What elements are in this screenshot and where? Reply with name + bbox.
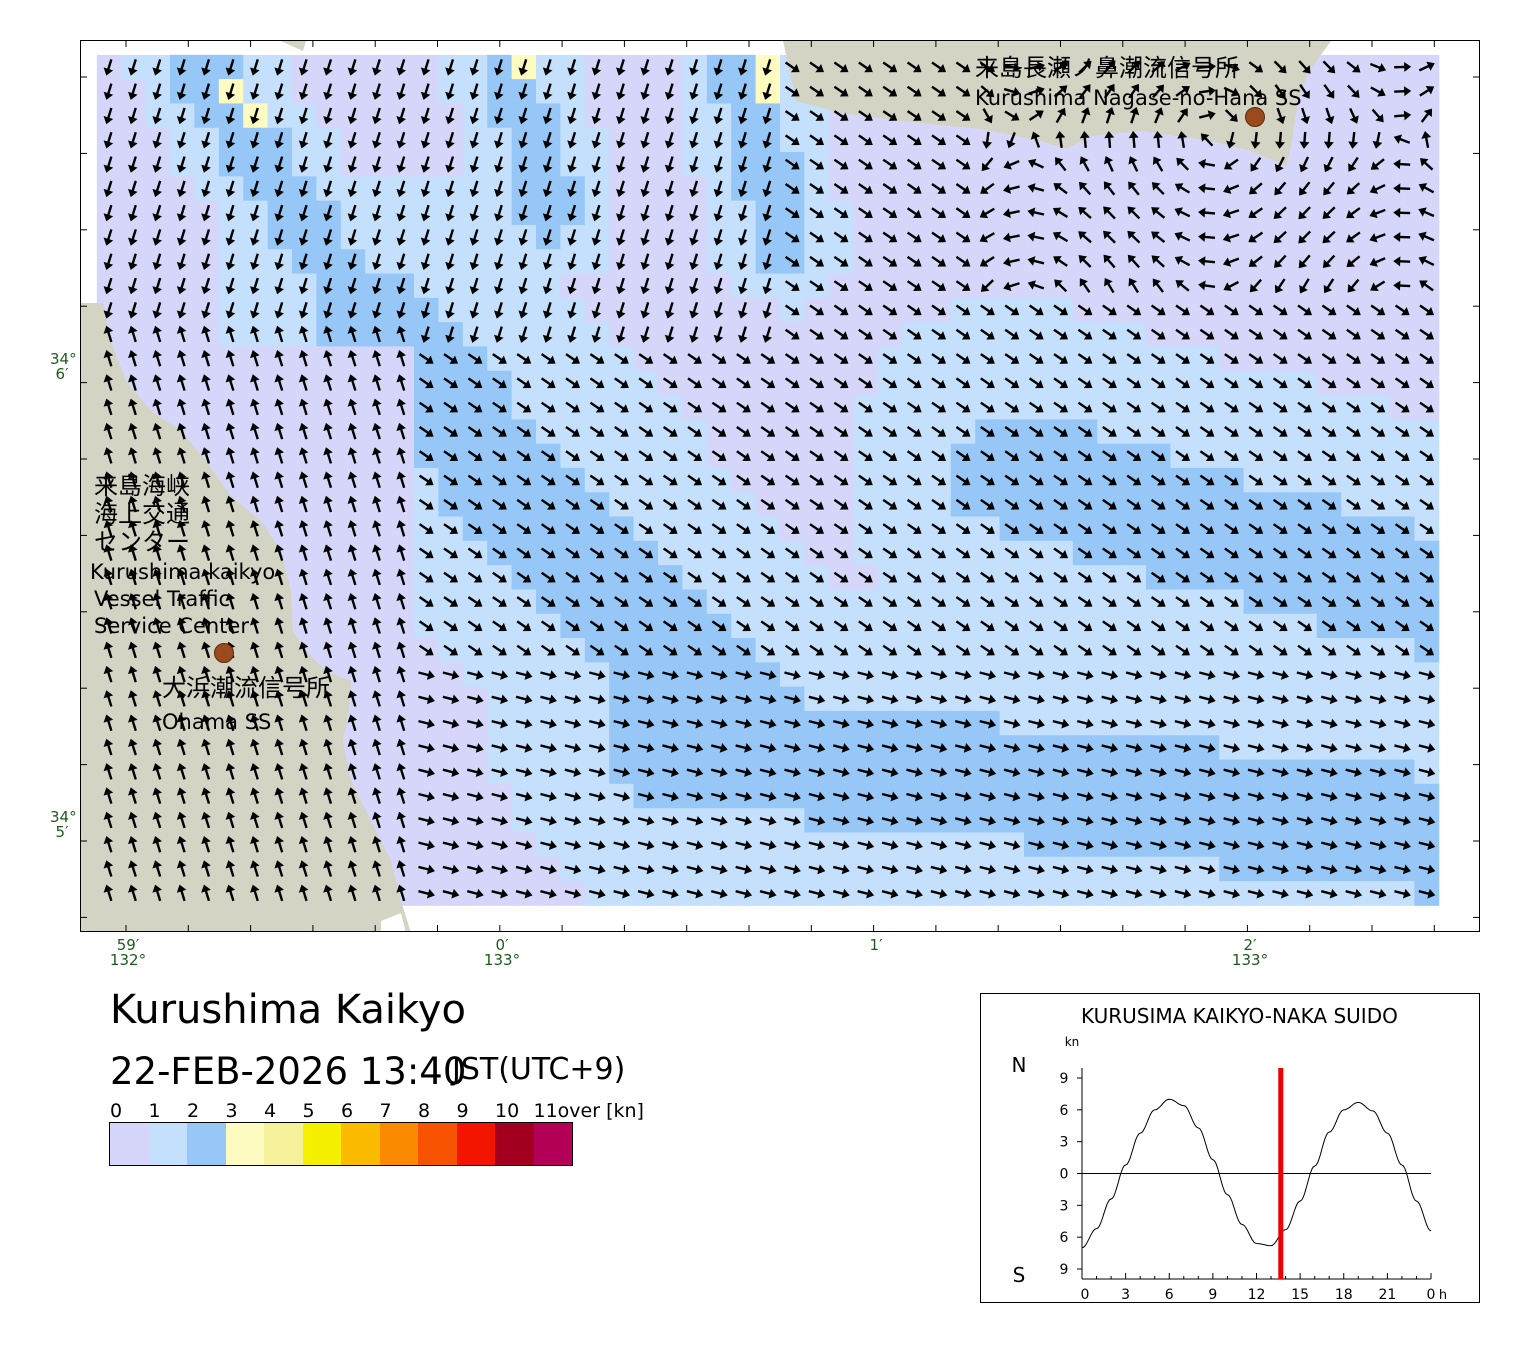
x-tick-label: 0: [1081, 1287, 1090, 1303]
y-tick-label: 3: [1060, 1135, 1069, 1151]
tide-graph: KURUSIMA KAIKYO-NAKA SUIDO 9 6 3 0 3 6 9 0 3 6 9 12…: [980, 993, 1480, 1303]
x-unit-label: h: [1439, 1288, 1447, 1303]
vts-label-jp: センター: [94, 528, 190, 556]
legend-colorbar: [109, 1122, 573, 1166]
legend-swatch: [418, 1123, 457, 1165]
lat-label: 34° 5′: [50, 808, 77, 841]
lon-label: 1′: [869, 936, 883, 954]
station-marker-ohama[interactable]: [214, 643, 234, 663]
station-label-jp: 大浜潮流信号所: [162, 674, 330, 702]
station-label-en: Ohama SS: [162, 710, 272, 734]
legend-swatch: [341, 1123, 380, 1165]
legend-swatch: [110, 1123, 149, 1165]
station-label-jp: 来島長瀬ノ鼻潮流信号所: [975, 54, 1239, 82]
vts-label-en: Service Center: [94, 614, 249, 638]
legend-label: 6: [341, 1100, 354, 1122]
y-tick-label: 9: [1060, 1071, 1069, 1087]
timezone: JST(UTC+9): [452, 1052, 626, 1087]
x-tick-label: 18: [1335, 1287, 1353, 1303]
x-tick-label: 15: [1291, 1287, 1309, 1303]
y-tick-label: 0: [1060, 1167, 1069, 1183]
lon-label: 59′ 132°: [109, 936, 147, 969]
legend-label: 4: [264, 1100, 277, 1122]
x-tick-label: 21: [1378, 1287, 1396, 1303]
legend-swatch: [456, 1123, 495, 1165]
y-tick-label: 6: [1060, 1103, 1069, 1119]
legend-label: 5: [302, 1100, 315, 1122]
x-tick-label: 3: [1121, 1287, 1130, 1303]
legend-label: 3: [225, 1100, 238, 1122]
x-tick-label: 9: [1208, 1287, 1217, 1303]
legend-swatch: [264, 1123, 303, 1165]
station-marker-nagase[interactable]: [1245, 107, 1265, 127]
legend-label: 2: [187, 1100, 200, 1122]
datetime: 22-FEB-2026 13:40: [110, 1050, 467, 1093]
legend-label: 0: [110, 1100, 123, 1122]
place-name: Kurushima Kaikyo: [110, 987, 466, 1033]
lon-label: 2′ 133°: [1231, 936, 1269, 969]
y-tick-label: 3: [1060, 1198, 1069, 1214]
legend-swatch: [225, 1123, 264, 1165]
current-map: [80, 40, 1480, 932]
y-tick-label: 9: [1060, 1262, 1069, 1278]
vts-label-en: Vessel Traffic: [94, 587, 231, 611]
legend-swatch: [187, 1123, 226, 1165]
x-tick-label: 12: [1248, 1287, 1266, 1303]
legend-label: 8: [418, 1100, 431, 1122]
legend-label: 7: [379, 1100, 392, 1122]
lon-label: 0′ 133°: [483, 936, 521, 969]
y-tick-label: 6: [1060, 1230, 1069, 1246]
current-map-canvas: [81, 41, 1479, 931]
legend-label: 1: [148, 1100, 161, 1122]
station-label-en: Kurushima Nagase-no-Hana SS: [975, 86, 1302, 110]
land-islet: [281, 41, 306, 51]
legend-label: 9: [456, 1100, 469, 1122]
x-tick-label: 0: [1427, 1287, 1436, 1303]
vts-label-en: Kurushima kaikyo: [90, 560, 276, 584]
y-unit-label: kn: [1065, 1035, 1080, 1049]
x-tick-label: 6: [1165, 1287, 1174, 1303]
legend-swatch: [148, 1123, 187, 1165]
vts-label-jp: 来島海峡: [94, 472, 190, 500]
lat-label: 34° 6′: [50, 350, 77, 383]
legend-swatch: [533, 1123, 572, 1165]
title-area: Kurushima Kaikyo 22-FEB-2026 13:40 JST(U…: [110, 987, 625, 1093]
south-label: S: [1013, 1263, 1026, 1287]
vts-label-jp: 海上交通: [94, 500, 190, 528]
north-label: N: [1012, 1053, 1027, 1077]
legend-labels: 0 1 2 3 4 5 6 7 8 9 10 11over [kn]: [110, 1100, 710, 1122]
legend-label: 10: [495, 1100, 520, 1122]
legend-swatch: [379, 1123, 418, 1165]
legend-swatch: [495, 1123, 534, 1165]
legend-label: 11over [kn]: [533, 1100, 644, 1122]
legend-swatch: [302, 1123, 341, 1165]
